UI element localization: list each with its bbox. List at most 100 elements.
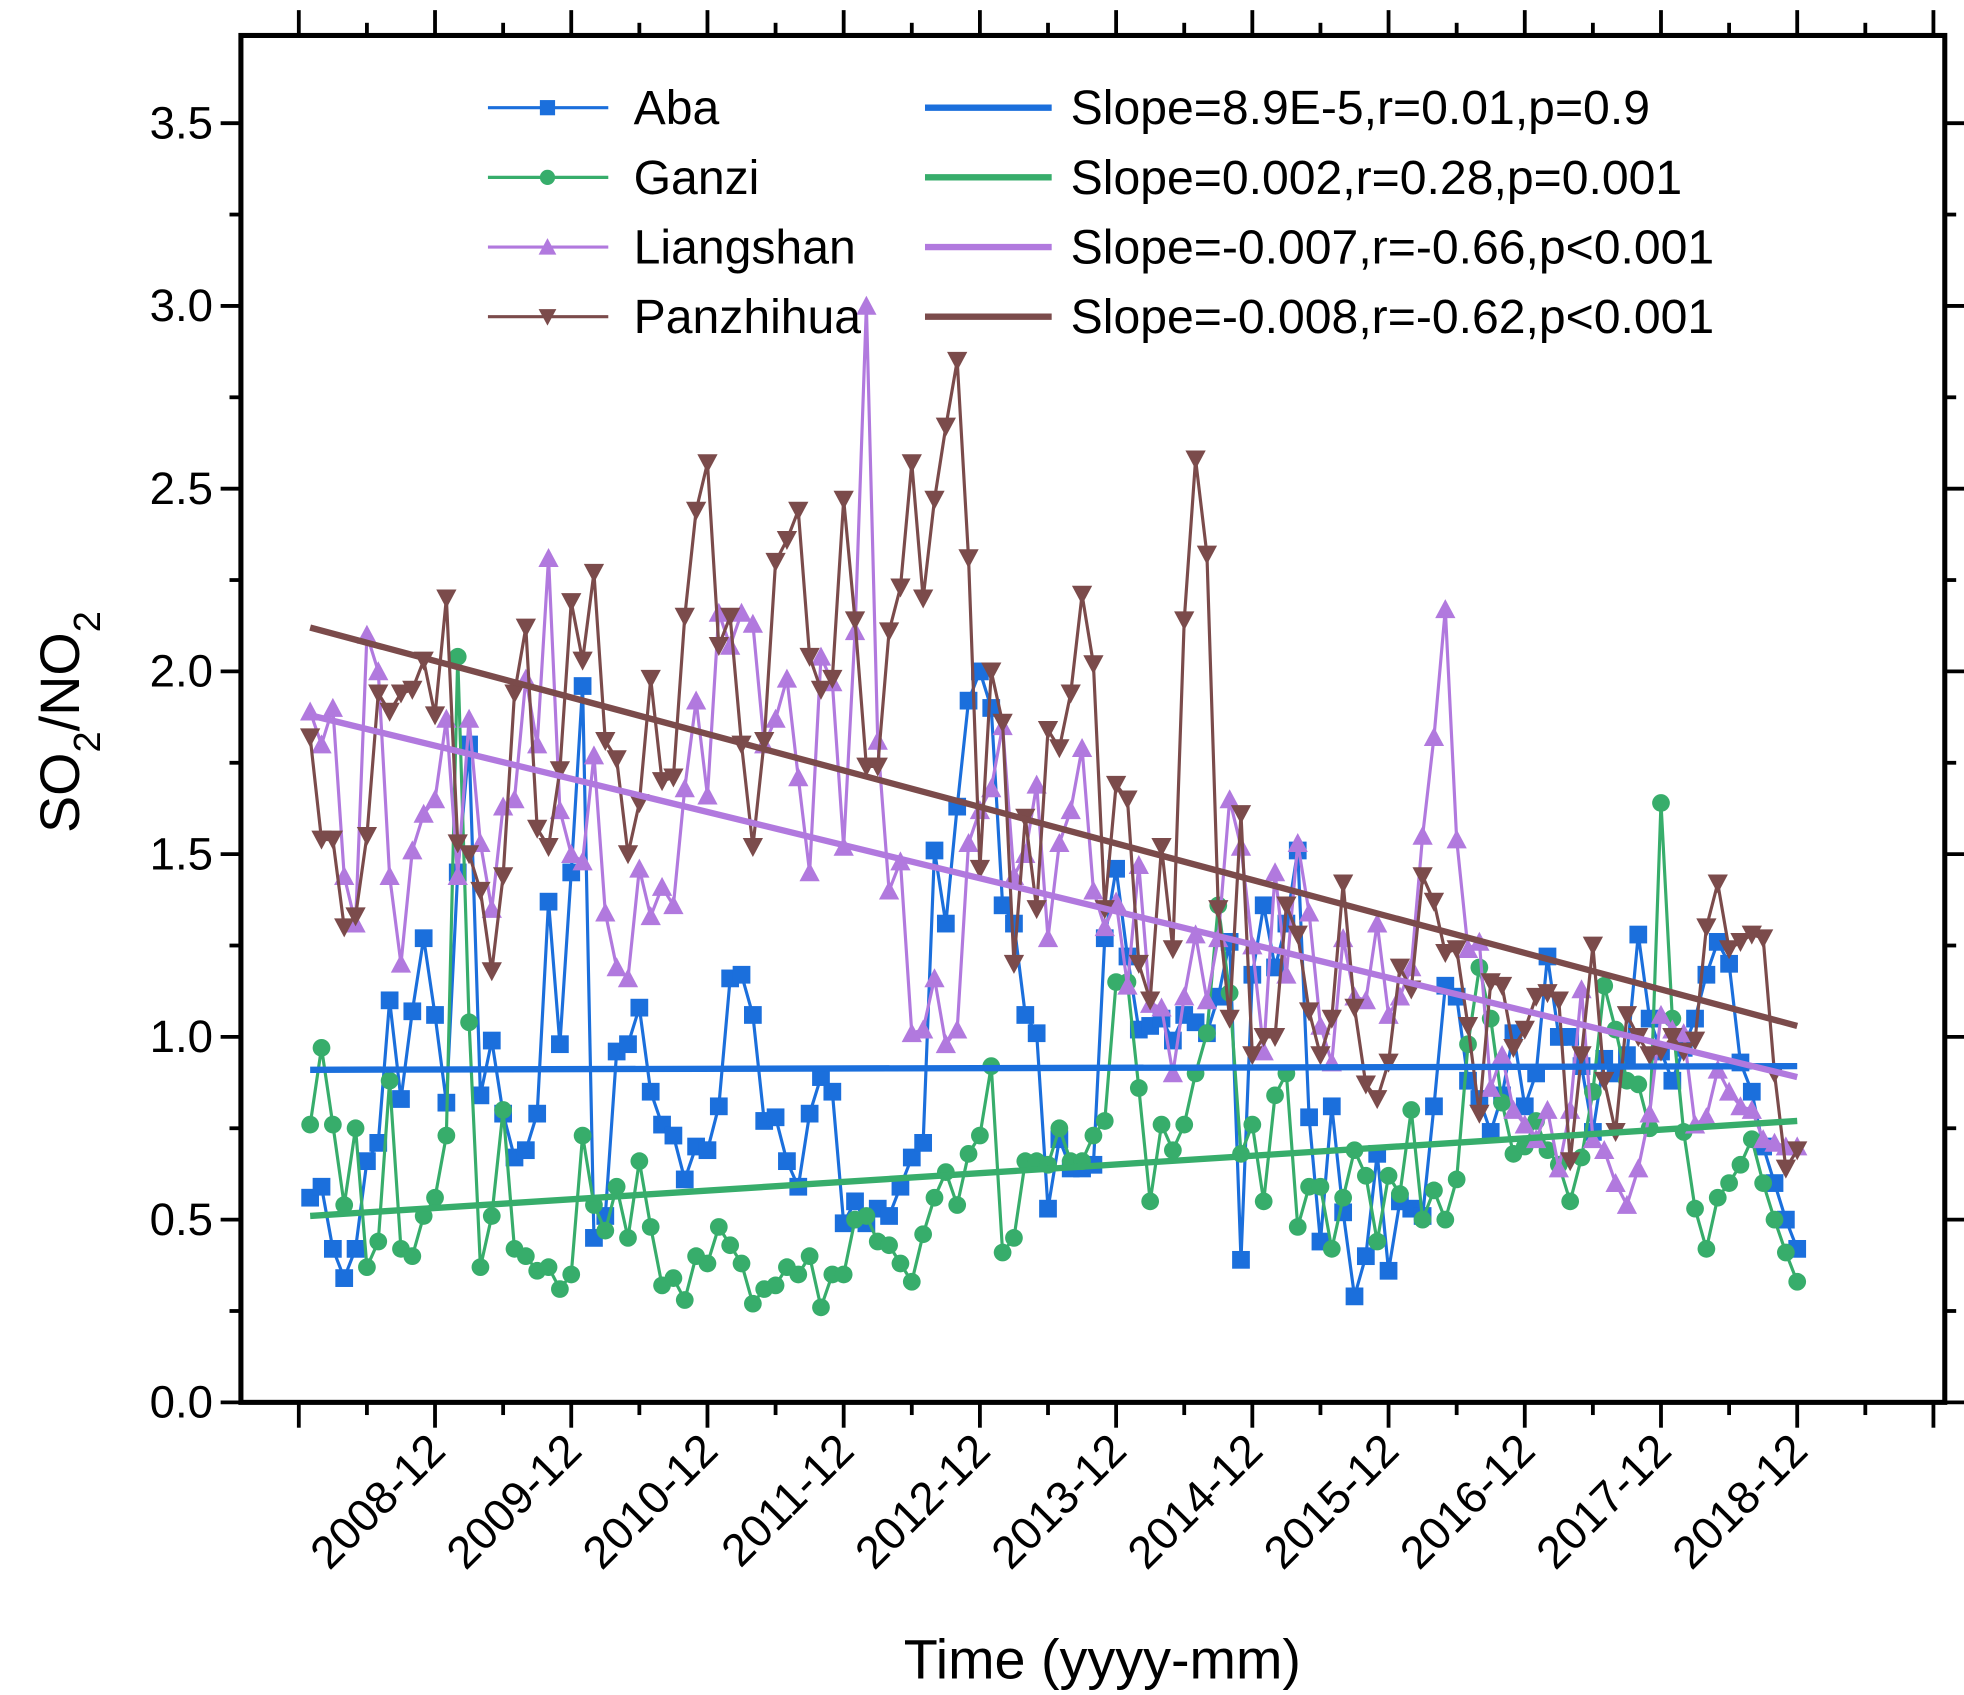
data-point-ganzi [369,1232,388,1251]
data-point-aba [1322,1097,1341,1116]
data-point-panzhihua [1344,998,1365,1018]
data-point-panzhihua [685,501,707,521]
data-point-panzhihua [788,501,809,521]
data-point-panzhihua [833,490,854,510]
data-point-ganzi [1084,1126,1103,1145]
data-point-panzhihua [561,593,582,613]
data-point-liangshan [1446,829,1467,849]
data-point-liangshan [1582,1129,1604,1149]
data-point-panzhihua [1174,611,1195,631]
data-point-panzhihua [913,589,934,609]
data-point-ganzi [551,1280,569,1298]
data-point-ganzi [1720,1174,1738,1192]
data-point-liangshan [958,833,979,853]
data-point-panzhihua [1037,721,1059,741]
data-point-aba [1016,1006,1035,1024]
data-point-ganzi [675,1291,694,1309]
data-point-panzhihua [1730,932,1751,952]
data-point-panzhihua [390,684,412,704]
data-point-ganzi [573,1126,592,1145]
data-point-ganzi [1447,1170,1466,1189]
data-point-panzhihua [345,907,366,927]
data-point-liangshan [1639,1103,1660,1123]
data-point-panzhihua [1775,1159,1796,1179]
data-point-panzhihua [1446,940,1467,960]
series-line-aba [309,666,1799,1297]
data-point-liangshan [867,730,888,750]
data-point-ganzi [482,1207,501,1225]
data-point-ganzi [1379,1166,1398,1185]
data-point-panzhihua [1469,1104,1490,1124]
data-point-liangshan [776,668,798,688]
data-point-liangshan [1457,939,1479,959]
data-point-ganzi [1765,1210,1784,1229]
data-point-aba [551,1035,569,1054]
data-point-aba [675,1170,694,1189]
data-point-panzhihua [720,607,741,627]
data-point-ganzi [448,647,467,666]
data-point-ganzi [993,1243,1012,1262]
data-point-aba [528,1104,547,1123]
data-point-aba [1005,914,1023,933]
data-point-panzhihua [1208,900,1229,920]
data-point-aba [936,914,955,933]
data-point-liangshan [402,840,423,860]
data-point-aba [539,892,558,911]
data-point-panzhihua [1537,984,1558,1004]
data-point-aba [664,1126,683,1145]
legend-label-liangshan: Liangshan [634,220,856,274]
data-point-liangshan [390,953,412,973]
data-point-liangshan [913,1019,934,1039]
data-point-panzhihua [1582,936,1604,956]
data-point-panzhihua [901,454,922,474]
data-point-liangshan [1435,599,1456,619]
data-point-panzhihua [481,962,502,982]
data-point-panzhihua [742,837,764,857]
data-point-panzhihua [1196,545,1218,565]
data-point-liangshan [685,690,707,710]
data-point-ganzi [971,1126,989,1145]
data-point-liangshan [311,734,332,754]
data-point-panzhihua [890,578,911,598]
data-point-ganzi [1652,794,1670,812]
data-point-ganzi [721,1236,740,1255]
data-point-panzhihua [1560,1152,1581,1172]
legend-label-ganzi: Ganzi [634,151,760,205]
legend-marker-liangshan [538,238,557,255]
data-point-ganzi [1731,1155,1750,1174]
data-point-panzhihua [1548,991,1569,1011]
data-point-ganzi [471,1258,490,1277]
data-point-panzhihua [1412,867,1433,887]
data-point-panzhihua [1026,900,1047,920]
data-point-ganzi [902,1272,921,1291]
y-axis-title: SO2/NO2 [29,611,109,833]
data-point-panzhihua [1117,790,1138,810]
data-point-panzhihua [458,845,480,865]
data-point-panzhihua [1276,896,1297,916]
data-point-ganzi [516,1247,535,1266]
data-point-ganzi [539,1258,558,1277]
x-tick-label: 2018-12 [1663,1424,1817,1578]
data-point-panzhihua [810,680,832,700]
data-point-panzhihua [640,669,661,689]
trend-line-panzhihua [309,624,1799,1029]
data-point-panzhihua [947,351,968,371]
data-point-ganzi [596,1221,615,1240]
data-point-liangshan [935,1034,956,1054]
data-point-ganzi [1266,1086,1284,1105]
data-point-liangshan [1037,928,1059,948]
data-point-panzhihua [527,819,548,839]
data-point-panzhihua [1003,954,1025,974]
data-point-liangshan [1174,986,1195,1006]
data-point-ganzi [1164,1141,1182,1160]
data-point-ganzi [323,1115,342,1134]
data-point-aba [1107,859,1125,878]
data-point-panzhihua [697,454,718,474]
data-point-panzhihua [1503,1038,1524,1058]
data-point-ganzi [1776,1243,1795,1262]
x-tick-label: 2009-12 [437,1424,591,1578]
data-point-panzhihua [300,728,321,748]
data-point-ganzi [800,1247,819,1266]
data-point-ganzi [1368,1232,1387,1251]
legend-marker-panzhihua [538,309,557,326]
